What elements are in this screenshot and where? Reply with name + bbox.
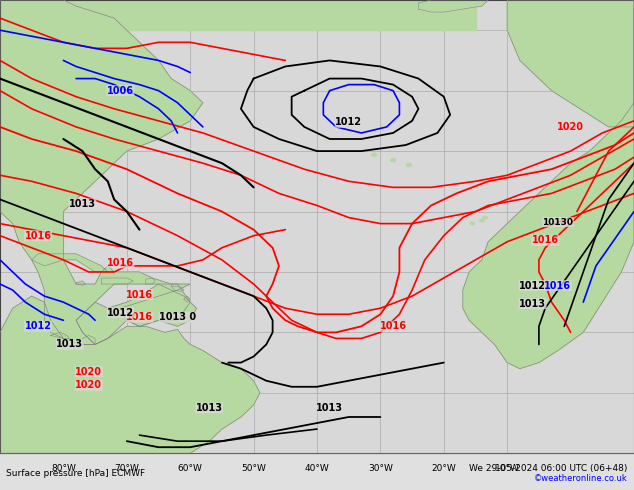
Polygon shape [507, 0, 634, 127]
Polygon shape [483, 217, 488, 219]
Text: 1013: 1013 [56, 340, 83, 349]
Text: 1006: 1006 [107, 86, 134, 96]
Polygon shape [76, 281, 86, 285]
Text: 1016: 1016 [545, 281, 571, 291]
Text: 1013 0: 1013 0 [159, 312, 196, 322]
Polygon shape [51, 332, 70, 339]
Text: 50°W: 50°W [241, 464, 266, 472]
Polygon shape [146, 278, 155, 284]
Polygon shape [391, 159, 396, 162]
Text: 1016: 1016 [380, 321, 406, 331]
Text: 1013: 1013 [69, 199, 96, 209]
Polygon shape [463, 0, 634, 368]
Text: 30°W: 30°W [368, 464, 393, 472]
Text: 1016: 1016 [25, 231, 51, 241]
Polygon shape [470, 222, 474, 225]
Polygon shape [82, 335, 95, 344]
Polygon shape [418, 0, 488, 12]
Polygon shape [32, 254, 108, 272]
Polygon shape [101, 278, 133, 284]
Text: 40°W: 40°W [304, 464, 330, 472]
Text: 20°W: 20°W [431, 464, 456, 472]
Text: 60°W: 60°W [178, 464, 203, 472]
Text: 1012: 1012 [335, 118, 362, 127]
Polygon shape [0, 0, 203, 344]
Text: 1012: 1012 [519, 281, 546, 291]
Text: 1016: 1016 [107, 258, 134, 268]
Text: 80°W: 80°W [51, 464, 76, 472]
Text: 1013: 1013 [196, 403, 223, 413]
Text: 1020: 1020 [75, 367, 102, 377]
Polygon shape [0, 0, 476, 30]
Text: 1020: 1020 [557, 122, 584, 132]
Text: 1016: 1016 [126, 312, 153, 322]
Text: 10°W: 10°W [495, 464, 520, 472]
Polygon shape [372, 153, 377, 156]
Text: Surface pressure [hPa] ECMWF: Surface pressure [hPa] ECMWF [6, 469, 145, 478]
Text: 10130: 10130 [543, 218, 573, 226]
Text: 1012: 1012 [25, 321, 51, 331]
Text: 1016: 1016 [126, 290, 153, 299]
Text: 1013: 1013 [519, 299, 546, 309]
Polygon shape [0, 284, 260, 453]
Text: 1012: 1012 [107, 308, 134, 318]
Text: 1020: 1020 [75, 380, 102, 390]
Text: We 29-05-2024 06:00 UTC (06+48): We 29-05-2024 06:00 UTC (06+48) [469, 464, 628, 472]
Polygon shape [480, 220, 484, 222]
Text: ©weatheronline.co.uk: ©weatheronline.co.uk [534, 474, 628, 483]
Text: 1013: 1013 [316, 403, 343, 413]
Text: 70°W: 70°W [114, 464, 139, 472]
Text: 1016: 1016 [532, 235, 559, 245]
Polygon shape [171, 286, 184, 291]
Polygon shape [184, 296, 190, 302]
Polygon shape [406, 164, 411, 167]
